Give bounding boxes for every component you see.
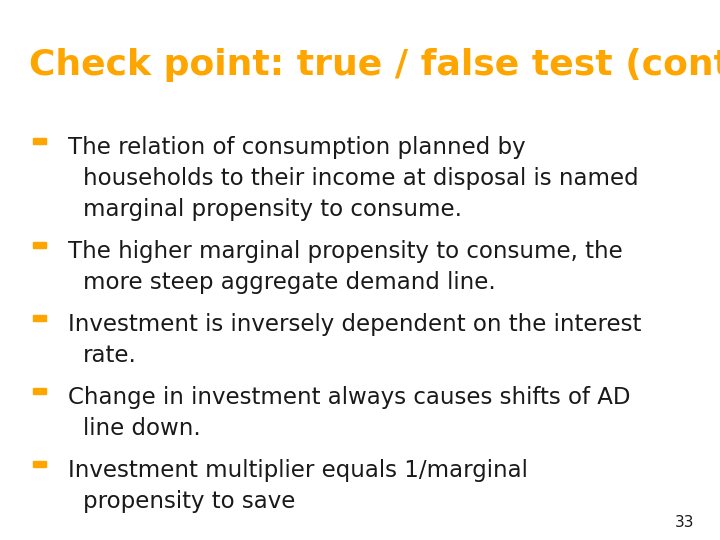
FancyBboxPatch shape — [33, 242, 46, 248]
Text: 33: 33 — [675, 515, 695, 530]
FancyBboxPatch shape — [33, 138, 46, 144]
Text: The relation of consumption planned by: The relation of consumption planned by — [68, 136, 526, 159]
Text: Investment is inversely dependent on the interest: Investment is inversely dependent on the… — [68, 313, 642, 336]
Text: The higher marginal propensity to consume, the: The higher marginal propensity to consum… — [68, 240, 623, 263]
Text: households to their income at disposal is named: households to their income at disposal i… — [83, 167, 639, 190]
Text: Check point: true / false test (cont.): Check point: true / false test (cont.) — [29, 48, 720, 82]
FancyBboxPatch shape — [33, 461, 46, 467]
FancyBboxPatch shape — [33, 315, 46, 321]
FancyBboxPatch shape — [33, 388, 46, 394]
Text: line down.: line down. — [83, 417, 201, 440]
Text: rate.: rate. — [83, 344, 137, 367]
Text: more steep aggregate demand line.: more steep aggregate demand line. — [83, 271, 495, 294]
Text: marginal propensity to consume.: marginal propensity to consume. — [83, 198, 462, 221]
Text: Change in investment always causes shifts of AD: Change in investment always causes shift… — [68, 386, 631, 409]
Text: propensity to save: propensity to save — [83, 490, 295, 513]
Text: Investment multiplier equals 1/marginal: Investment multiplier equals 1/marginal — [68, 458, 528, 482]
